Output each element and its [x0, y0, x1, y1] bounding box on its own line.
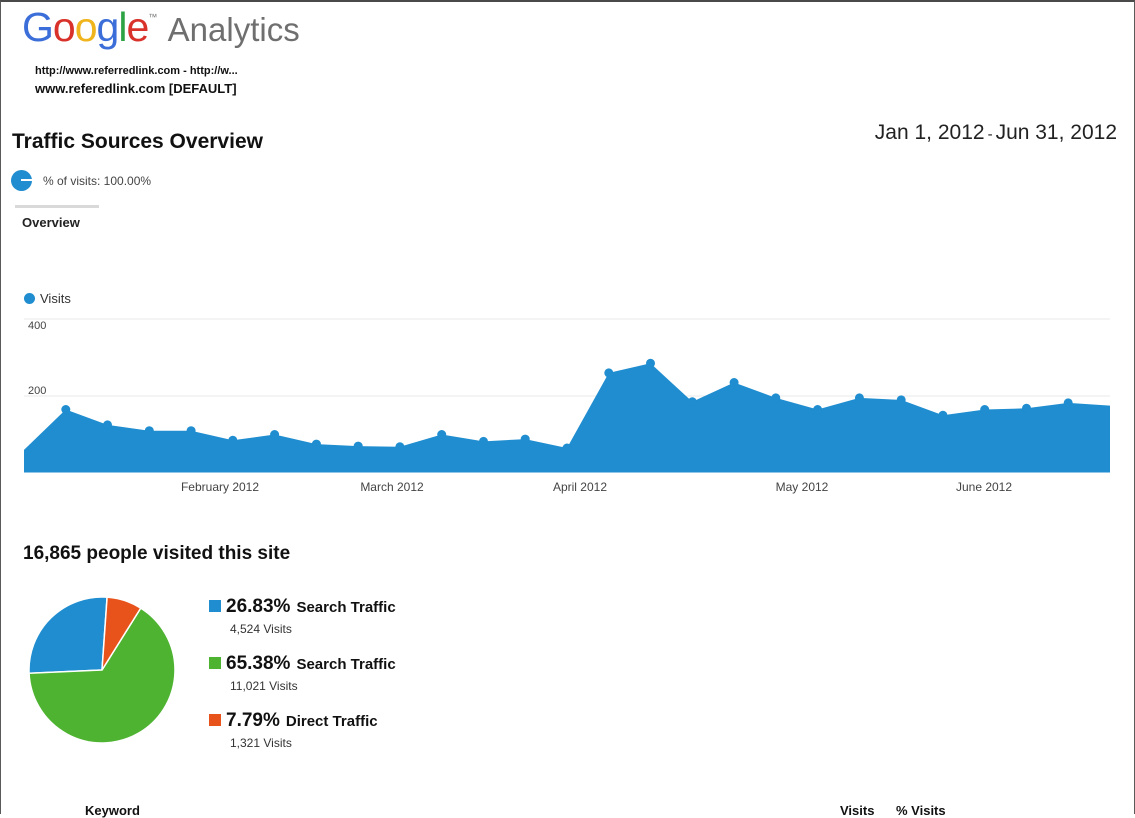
- data-point: [186, 426, 196, 436]
- logo-letter: l: [118, 4, 127, 50]
- data-point: [729, 378, 739, 387]
- logo-trademark: ™: [148, 12, 157, 22]
- tab-overview-label: Overview: [22, 215, 80, 230]
- data-point: [228, 435, 238, 445]
- x-tick-label: February 2012: [181, 480, 259, 494]
- x-tick-label: March 2012: [360, 480, 424, 494]
- traffic-sources-pie-chart[interactable]: [22, 590, 182, 750]
- traffic-source-percent: 26.83%: [226, 596, 291, 617]
- profile-name[interactable]: www.referedlink.com [DEFAULT]: [35, 81, 237, 96]
- account-path[interactable]: http://www.referredlink.com - http://w..…: [35, 65, 238, 77]
- traffic-source-percent: 7.79%: [226, 710, 280, 731]
- data-point: [562, 443, 572, 453]
- data-point: [520, 434, 530, 444]
- data-point: [604, 368, 614, 378]
- pie-segment-icon: [11, 170, 32, 191]
- visits-area: [24, 363, 1110, 473]
- logo-letter: G: [22, 4, 54, 50]
- traffic-source-percent: 65.38%: [226, 653, 291, 674]
- logo-letter: o: [74, 4, 98, 50]
- legend-dot-icon: [24, 293, 35, 304]
- segment-label: % of visits: 100.00%: [43, 173, 152, 188]
- x-tick-label: June 2012: [956, 480, 1012, 494]
- y-tick-label: 400: [28, 320, 46, 332]
- logo-product-name: Analytics: [167, 11, 300, 48]
- data-point: [61, 405, 71, 414]
- visits-area-chart[interactable]: 400 200 February 2012 March 2012 April 2012 M…: [0, 310, 1135, 500]
- data-point: [311, 439, 321, 449]
- data-point: [103, 420, 112, 430]
- y-tick-label: 200: [28, 385, 46, 397]
- data-point: [1063, 398, 1073, 408]
- chart-legend[interactable]: Visits: [24, 291, 71, 306]
- traffic-source-label[interactable]: Direct Traffic: [285, 713, 378, 730]
- data-point: [854, 393, 864, 403]
- traffic-source-label[interactable]: Search Traffic: [296, 656, 396, 673]
- data-point: [270, 430, 280, 439]
- pie-slice: [28, 596, 108, 675]
- pie-slice: [28, 607, 176, 744]
- data-point: [1022, 403, 1031, 413]
- logo-letter: o: [52, 4, 76, 50]
- table-header-pct-visits[interactable]: % Visits: [896, 803, 946, 818]
- legend-swatch: [209, 657, 221, 669]
- logo-letter: e: [126, 4, 149, 50]
- tab-overview[interactable]: Overview: [15, 205, 99, 230]
- traffic-source-label[interactable]: Search Traffic: [296, 599, 396, 616]
- data-point: [980, 405, 990, 414]
- data-point: [646, 358, 655, 368]
- traffic-source-visits: 11,021 Visits: [230, 679, 298, 693]
- traffic-source-visits: 4,524 Visits: [230, 622, 292, 636]
- data-point: [395, 442, 405, 452]
- legend-label-visits: Visits: [40, 291, 71, 306]
- page-title: Traffic Sources Overview: [12, 130, 263, 153]
- segment-selector[interactable]: % of visits: 100.00%: [11, 170, 151, 191]
- table-header-visits[interactable]: Visits: [840, 803, 875, 818]
- data-point: [353, 441, 363, 451]
- date-start: Jan 1, 2012: [874, 121, 985, 144]
- data-point: [896, 395, 906, 405]
- date-end: Jun 31, 2012: [995, 121, 1117, 144]
- x-tick-label: April 2012: [553, 480, 607, 494]
- data-point: [771, 393, 781, 403]
- date-separator: -: [987, 126, 993, 143]
- data-point: [813, 405, 823, 414]
- data-point: [938, 410, 948, 420]
- data-point: [437, 430, 447, 439]
- visitors-summary-heading: 16,865 people visited this site: [23, 543, 291, 564]
- data-point: [144, 426, 154, 436]
- table-header-keyword[interactable]: Keyword: [85, 803, 140, 818]
- legend-swatch: [209, 600, 221, 612]
- data-point: [687, 397, 697, 407]
- google-analytics-logo[interactable]: Google™ Analytics: [22, 4, 300, 51]
- traffic-source-visits: 1,321 Visits: [230, 736, 292, 750]
- pie-slice: [101, 596, 142, 671]
- date-range-picker[interactable]: Jan 1, 2012- Jun 31, 2012: [875, 121, 1117, 145]
- legend-swatch: [209, 714, 221, 726]
- x-tick-label: May 2012: [776, 480, 829, 494]
- data-point: [479, 436, 488, 446]
- logo-letter: g: [96, 4, 120, 50]
